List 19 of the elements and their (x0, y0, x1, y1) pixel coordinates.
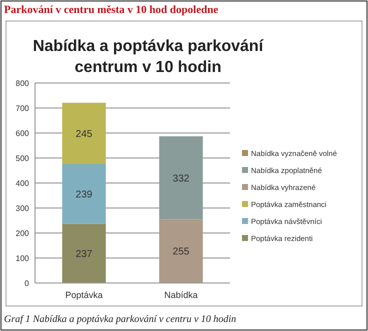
x-tick-label: Nabídka (164, 290, 198, 300)
y-tick-label: 500 (16, 154, 30, 163)
y-tick-label: 200 (16, 229, 30, 238)
data-label: 237 (76, 248, 93, 260)
y-tick-label: 0 (24, 279, 30, 288)
data-label: 245 (76, 128, 93, 140)
chart-title: Nabídka a poptávka parkování centrum v 10 hodin (32, 38, 264, 76)
y-tick-label: 300 (16, 204, 30, 213)
data-label: 239 (76, 189, 93, 200)
data-label: 255 (172, 246, 190, 258)
y-tick-label: 600 (16, 129, 30, 138)
y-tick-label: 700 (16, 104, 30, 113)
x-tick-label: Poptávka (65, 290, 103, 300)
text: Parkování v centru města v 10 hod dopoledne (4, 4, 218, 16)
text: Graf 1 Nabídka a poptávka parkování v centru v 10 hodin (4, 314, 236, 325)
y-tick-label: 100 (16, 254, 30, 263)
y-tick-label: 400 (16, 179, 30, 188)
y-tick-label: 800 (16, 79, 30, 88)
data-label: 332 (172, 173, 190, 184)
